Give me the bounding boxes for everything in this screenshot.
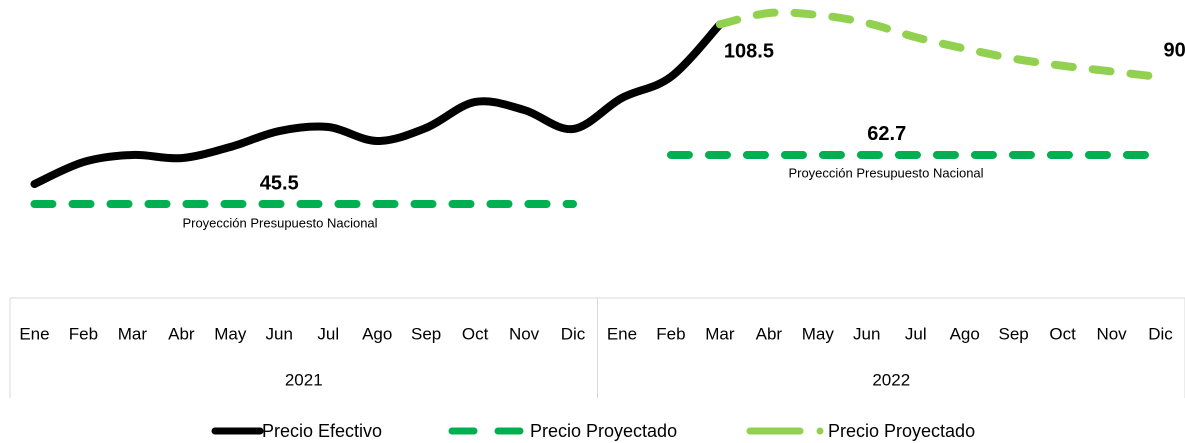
x-tick-label: Sep bbox=[999, 324, 1029, 343]
data-label: 45.5 bbox=[260, 172, 299, 194]
legend-label: Precio Proyectado bbox=[828, 421, 975, 441]
x-tick-label: Jun bbox=[853, 324, 880, 343]
x-tick-label: Ene bbox=[19, 324, 49, 343]
legend-label: Precio Proyectado bbox=[530, 421, 677, 441]
series-line bbox=[30, 20, 724, 189]
x-tick-label: Mar bbox=[118, 324, 148, 343]
x-tick-label: Feb bbox=[656, 324, 685, 343]
data-label: 108.5 bbox=[724, 41, 774, 63]
x-tick-label: Abr bbox=[756, 324, 783, 343]
data-label: 62.7 bbox=[867, 123, 906, 145]
x-tick-label: Ene bbox=[607, 324, 637, 343]
group-label: 2022 bbox=[872, 370, 910, 389]
x-tick-label: Sep bbox=[411, 324, 441, 343]
series-line bbox=[30, 150, 1165, 208]
x-tick-label: May bbox=[214, 324, 247, 343]
annotation: Proyección Presupuesto Nacional bbox=[788, 165, 983, 180]
group-label: 2021 bbox=[285, 370, 323, 389]
annotation: Proyección Presupuesto Nacional bbox=[182, 215, 377, 230]
x-tick-label: Nov bbox=[1096, 324, 1127, 343]
x-tick-label: Jul bbox=[317, 324, 339, 343]
x-tick-label: Oct bbox=[462, 324, 489, 343]
x-tick-label: Ago bbox=[362, 324, 392, 343]
x-tick-label: May bbox=[802, 324, 835, 343]
data-label: 90.0 bbox=[1164, 39, 1185, 61]
x-tick-label: Dic bbox=[1148, 324, 1173, 343]
x-tick-label: Oct bbox=[1049, 324, 1076, 343]
x-tick-label: Nov bbox=[509, 324, 540, 343]
x-tick-label: Ago bbox=[950, 324, 980, 343]
x-tick-label: Jun bbox=[266, 324, 293, 343]
x-tick-label: Jul bbox=[905, 324, 927, 343]
x-tick-label: Mar bbox=[705, 324, 735, 343]
series-line bbox=[715, 8, 1165, 82]
legend-dot bbox=[816, 427, 824, 435]
legend-label: Precio Efectivo bbox=[262, 421, 382, 441]
x-tick-label: Dic bbox=[561, 324, 586, 343]
x-tick-label: Feb bbox=[69, 324, 98, 343]
x-tick-label: Abr bbox=[168, 324, 195, 343]
